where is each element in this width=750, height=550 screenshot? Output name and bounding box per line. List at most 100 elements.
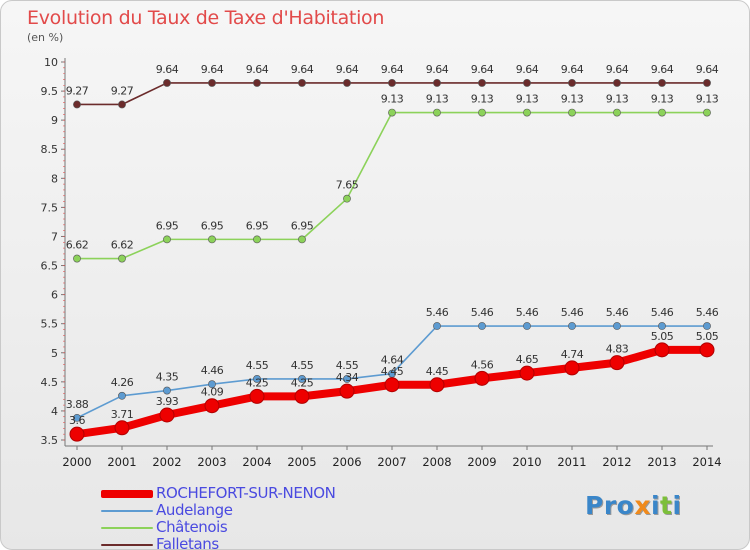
data-point: [208, 79, 216, 87]
proxiti-logo: Proxiti: [585, 491, 682, 520]
data-label: 4.55: [291, 359, 314, 372]
logo-letter: i: [650, 491, 661, 520]
data-point: [118, 254, 126, 263]
x-tick-label: 2002: [152, 455, 181, 469]
legend-swatch: [101, 543, 153, 546]
data-point: [298, 375, 306, 383]
data-label: 4.65: [516, 353, 539, 366]
y-tick-label: 10: [44, 56, 58, 69]
data-point: [478, 108, 486, 117]
x-tick-label: 2004: [242, 455, 271, 469]
data-point: [564, 360, 580, 376]
y-tick-label: 8: [51, 172, 58, 185]
data-label: 5.46: [561, 306, 584, 319]
data-label: 9.64: [651, 63, 674, 76]
data-label: 9.13: [516, 93, 539, 106]
data-point: [163, 235, 171, 244]
data-point: [523, 322, 531, 330]
data-point: [343, 375, 351, 383]
legend-item: Audelange: [101, 502, 336, 519]
data-point: [118, 100, 126, 109]
data-point: [208, 235, 216, 244]
data-label: 4.09: [201, 386, 224, 399]
logo-letter: Pro: [585, 491, 635, 520]
data-label: 5.46: [606, 306, 629, 319]
data-point: [204, 398, 220, 414]
legend: ROCHEFORT-SUR-NENON Audelange Châtenois Fal…: [101, 485, 336, 549]
y-tick-label: 5: [51, 347, 58, 360]
data-point: [159, 407, 175, 423]
x-tick-label: 2013: [647, 455, 676, 469]
data-point: [388, 79, 396, 87]
data-point: [253, 375, 261, 383]
data-point: [163, 79, 171, 87]
y-tick-label: 6: [51, 289, 58, 302]
data-label: 9.64: [471, 63, 494, 76]
x-tick-label: 2006: [332, 455, 361, 469]
legend-item: Châtenois: [101, 519, 336, 536]
data-point: [568, 79, 576, 87]
data-point: [163, 386, 171, 395]
data-point: [658, 322, 666, 330]
data-label: 4.83: [606, 343, 629, 356]
data-point: [613, 322, 621, 330]
data-label: 4.46: [201, 364, 224, 377]
x-tick-label: 2008: [422, 455, 451, 469]
legend-label: Châtenois: [156, 518, 228, 536]
x-tick-label: 2007: [377, 455, 406, 469]
data-label: 9.64: [336, 63, 359, 76]
y-tick-label: 9.5: [41, 85, 59, 98]
data-point: [73, 100, 81, 109]
legend-swatch: [101, 526, 153, 529]
data-label: 4.45: [381, 365, 404, 378]
legend-item: Falletans: [101, 536, 336, 549]
y-tick-label: 7.5: [41, 201, 59, 214]
data-label: 9.27: [111, 84, 134, 97]
data-label: 9.13: [381, 93, 404, 106]
legend-swatch: [101, 509, 153, 512]
data-label: 9.64: [516, 63, 539, 76]
x-tick-label: 2000: [62, 455, 91, 469]
x-tick-label: 2001: [107, 455, 136, 469]
data-label: 9.13: [651, 93, 674, 106]
data-label: 3.6: [69, 414, 85, 427]
data-label: 7.65: [336, 179, 359, 192]
data-point: [298, 235, 306, 244]
data-label: 4.55: [336, 359, 359, 372]
legend-label: Audelange: [156, 501, 233, 519]
x-tick-label: 2010: [512, 455, 541, 469]
series-line-2: [76, 111, 708, 260]
data-label: 5.46: [516, 306, 539, 319]
data-label: 4.35: [156, 371, 179, 384]
legend-swatch: [101, 489, 153, 498]
data-point: [703, 79, 711, 87]
data-label: 9.64: [426, 63, 449, 76]
data-label: 4.34: [336, 371, 359, 384]
y-tick-label: 6.5: [41, 260, 59, 273]
data-label: 9.13: [561, 93, 584, 106]
data-label: 3.88: [66, 398, 89, 411]
data-point: [703, 322, 711, 330]
data-point: [433, 108, 441, 117]
data-point: [478, 322, 486, 330]
data-label: 3.93: [156, 395, 179, 408]
data-point: [343, 79, 351, 87]
data-point: [613, 79, 621, 87]
data-point: [73, 254, 81, 263]
data-point: [433, 79, 441, 87]
data-label: 9.64: [696, 63, 719, 76]
data-point: [339, 383, 355, 399]
data-point: [654, 342, 670, 358]
data-point: [568, 108, 576, 117]
data-label: 6.62: [66, 239, 89, 252]
data-point: [474, 370, 490, 386]
data-point: [388, 108, 396, 117]
data-label: 6.95: [246, 219, 269, 232]
y-tick-label: 4: [51, 405, 58, 418]
y-tick-label: 5.5: [41, 318, 59, 331]
data-label: 6.95: [156, 219, 179, 232]
data-label: 9.64: [246, 63, 269, 76]
data-label: 9.64: [381, 63, 404, 76]
data-point: [118, 391, 126, 400]
